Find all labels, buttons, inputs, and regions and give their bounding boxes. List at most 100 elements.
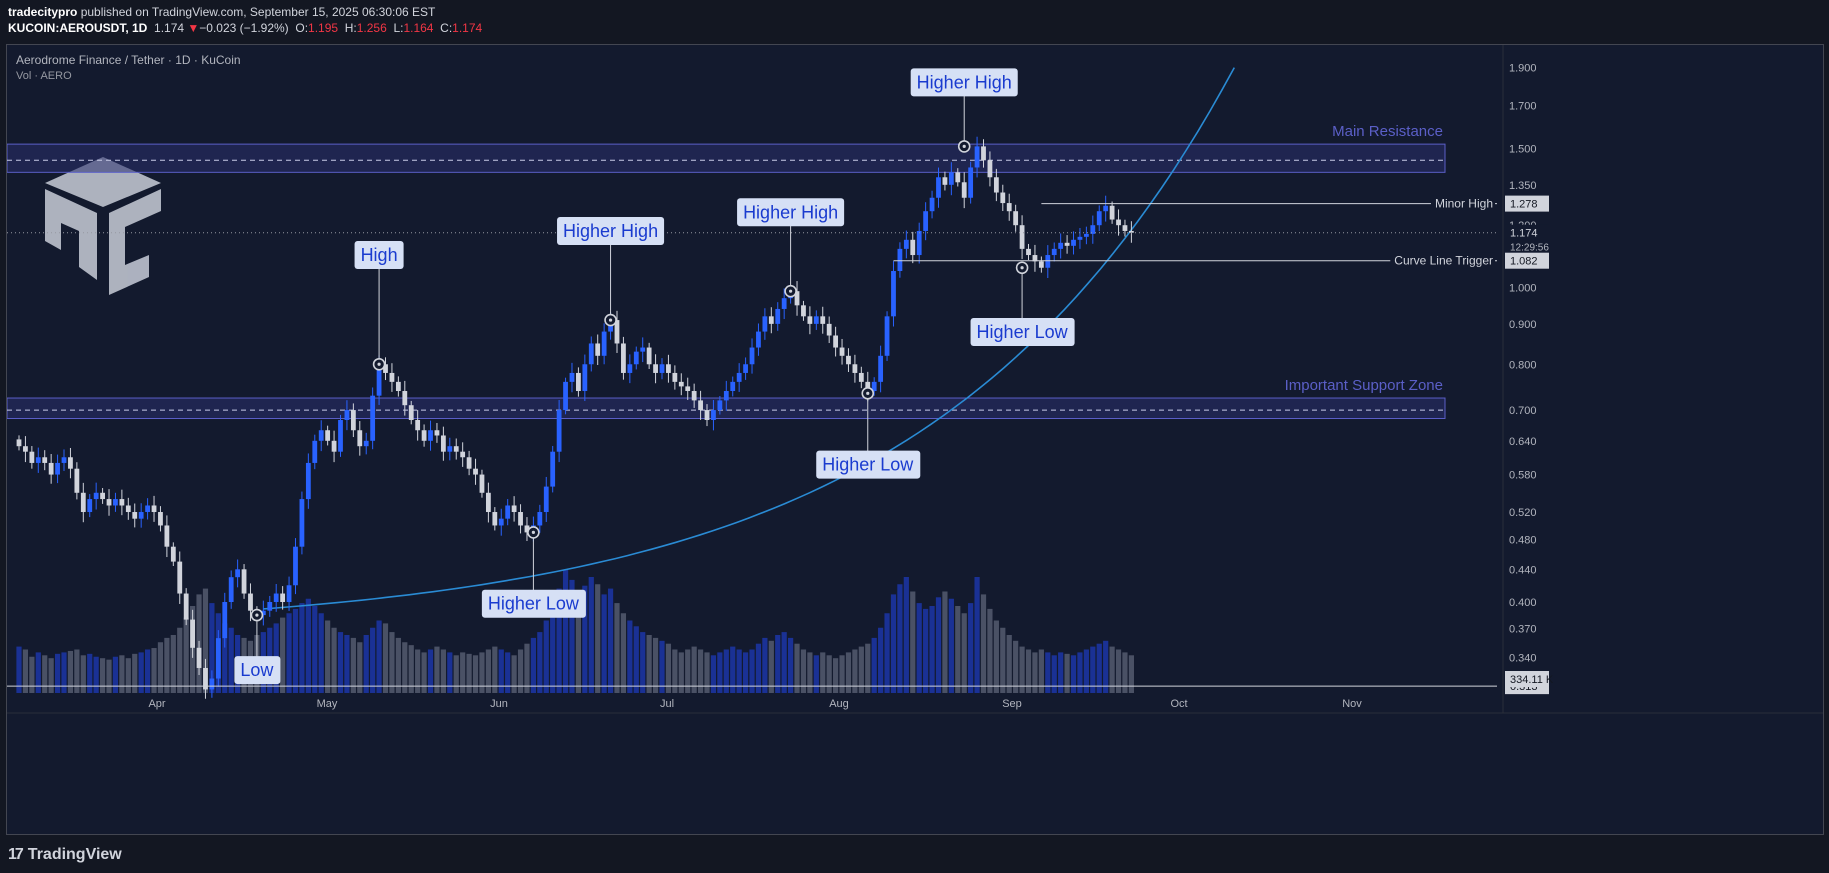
candle	[685, 377, 691, 400]
candle-body	[595, 343, 601, 356]
volume-bar	[1109, 646, 1115, 693]
low-value: 1.164	[403, 21, 434, 35]
volume-bar	[878, 627, 884, 693]
tradecity-logo-icon	[45, 157, 161, 295]
candle-body	[884, 316, 890, 356]
volume-bar	[74, 649, 80, 693]
candle-body	[621, 343, 626, 373]
volume-bar	[826, 655, 832, 693]
annotation: Higher High	[910, 68, 1018, 153]
volume-bar	[344, 635, 350, 693]
candle	[910, 231, 916, 264]
annotation-label: Higher Low	[488, 594, 580, 614]
candle-body	[916, 230, 922, 256]
price-tag-bg	[1505, 224, 1549, 255]
candle	[627, 354, 633, 384]
candle-body	[923, 211, 929, 231]
candle-body	[1083, 233, 1089, 237]
candle-body	[376, 364, 382, 396]
volume-bar	[672, 649, 678, 693]
x-tick-label: Nov	[1342, 698, 1362, 710]
candle	[801, 300, 806, 321]
candle	[113, 492, 118, 512]
candle	[576, 367, 581, 397]
price-tag-text: 1.082	[1510, 256, 1538, 268]
candle	[48, 454, 54, 484]
candle	[974, 136, 980, 178]
candle-body	[646, 347, 652, 365]
candle	[1058, 233, 1064, 259]
candle	[498, 508, 504, 536]
candle	[916, 222, 922, 264]
volume-bar	[106, 659, 112, 693]
chart-panel[interactable]: Main Resistance Important Support Zone Min…	[6, 44, 1824, 835]
logo-top-face	[45, 157, 161, 207]
volume-bar	[659, 640, 665, 693]
candle-body	[16, 439, 22, 447]
candle-body	[1122, 225, 1128, 231]
candle	[1019, 215, 1025, 260]
volume-bar	[93, 656, 99, 693]
candle	[460, 442, 466, 467]
volume-bar	[157, 642, 164, 693]
candle	[241, 564, 247, 599]
candle-body	[698, 400, 703, 411]
close-value: 1.174	[452, 21, 483, 35]
candle	[775, 302, 781, 331]
volume-bar	[794, 643, 800, 693]
volume-bar	[305, 598, 311, 693]
tradingview-brand[interactable]: 17 TradingView	[8, 846, 122, 864]
candle-body	[338, 420, 343, 452]
candle-body	[23, 446, 28, 452]
candle-body	[447, 446, 453, 452]
high-value: 1.256	[356, 21, 387, 35]
candle-body	[222, 602, 228, 639]
candle-body	[576, 372, 581, 392]
price-chart[interactable]: Main Resistance Important Support Zone Min…	[7, 45, 1824, 835]
annotation-dot	[962, 144, 966, 148]
publisher-name[interactable]: tradecitypro	[8, 5, 78, 19]
candle	[29, 446, 35, 469]
candle	[215, 630, 221, 687]
high-label: H:	[344, 21, 357, 35]
annotation-dot	[1020, 266, 1024, 270]
volume-bar	[87, 653, 93, 693]
candle-body	[241, 569, 247, 594]
volume-bar	[813, 655, 819, 693]
y-tick-label: 1.700	[1509, 101, 1537, 113]
candle	[537, 504, 543, 533]
volume-bar	[1070, 655, 1077, 693]
volume-bar	[389, 632, 395, 693]
volume-bar	[543, 620, 549, 693]
candle	[1006, 193, 1012, 221]
candle	[357, 421, 363, 456]
candle	[1013, 204, 1019, 232]
candle-body	[511, 505, 517, 513]
candle-body	[1090, 225, 1096, 234]
candle-body	[428, 430, 433, 441]
volume-bar	[788, 637, 794, 693]
volume-bar	[980, 594, 987, 693]
volume-bar	[595, 584, 601, 693]
volume-bar	[138, 652, 144, 693]
candle-body	[730, 381, 736, 392]
candle	[723, 380, 729, 411]
candle	[203, 658, 208, 699]
volume-bar	[633, 626, 639, 693]
annotation-box	[910, 68, 1018, 97]
volume-bar	[292, 608, 299, 693]
candle	[948, 162, 954, 196]
volume-bar	[691, 646, 697, 693]
volume-bar	[652, 637, 659, 693]
candle-body	[228, 577, 234, 603]
candle	[80, 482, 86, 523]
y-tick-label: 1.900	[1509, 63, 1537, 75]
candle	[138, 503, 144, 528]
candle-body	[119, 499, 125, 506]
tradingview-logo-icon: 17	[8, 846, 24, 863]
volume-bar	[961, 613, 967, 693]
candle	[473, 458, 478, 485]
candle	[338, 414, 343, 457]
volume-bar	[312, 606, 318, 693]
symbol-label[interactable]: KUCOIN:AEROUSDT, 1D	[8, 21, 148, 35]
